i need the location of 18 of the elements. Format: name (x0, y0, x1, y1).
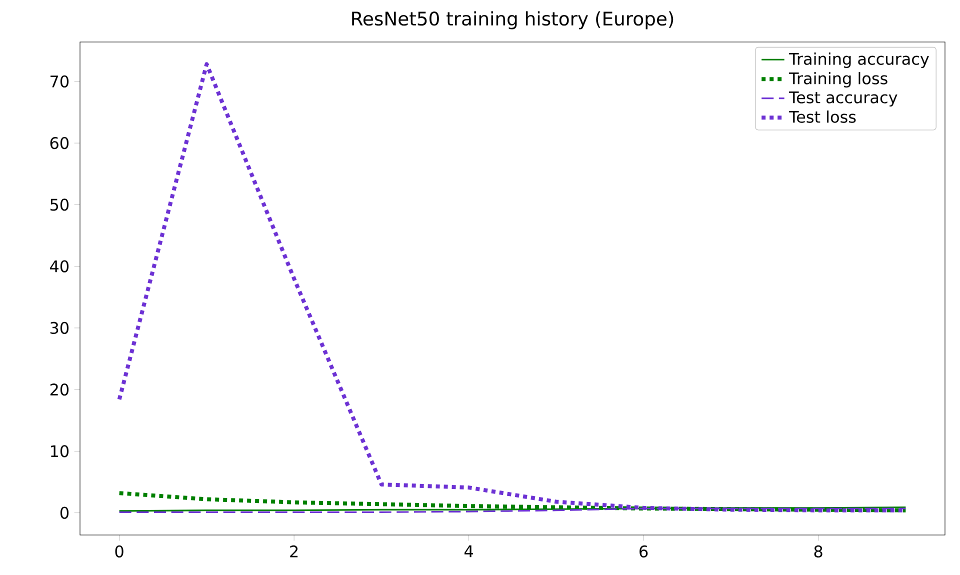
legend-label: Test accuracy (788, 92, 898, 107)
y-tick-label: 0 (60, 506, 69, 519)
y-tick-label: 30 (50, 322, 69, 334)
y-tick-label: 60 (50, 137, 69, 150)
x-tick-label: 8 (814, 545, 822, 558)
x-tick-label: 2 (290, 545, 298, 558)
legend-label: Test loss (788, 110, 856, 123)
y-tick-label: 50 (50, 198, 69, 211)
y-tick-label: 40 (50, 260, 69, 272)
x-tick-label: 0 (115, 545, 124, 558)
y-tick-label: 20 (50, 384, 69, 396)
y-tick-label: 70 (50, 75, 69, 88)
legend-label: Training loss (788, 72, 888, 88)
y-tick-label: 10 (50, 445, 69, 458)
legend-label: Training accuracy (788, 52, 929, 68)
x-tick-label: 4 (464, 545, 474, 558)
x-tick-label: 6 (640, 545, 648, 558)
chart-title: ResNet50 training history (Europe) (352, 11, 674, 30)
